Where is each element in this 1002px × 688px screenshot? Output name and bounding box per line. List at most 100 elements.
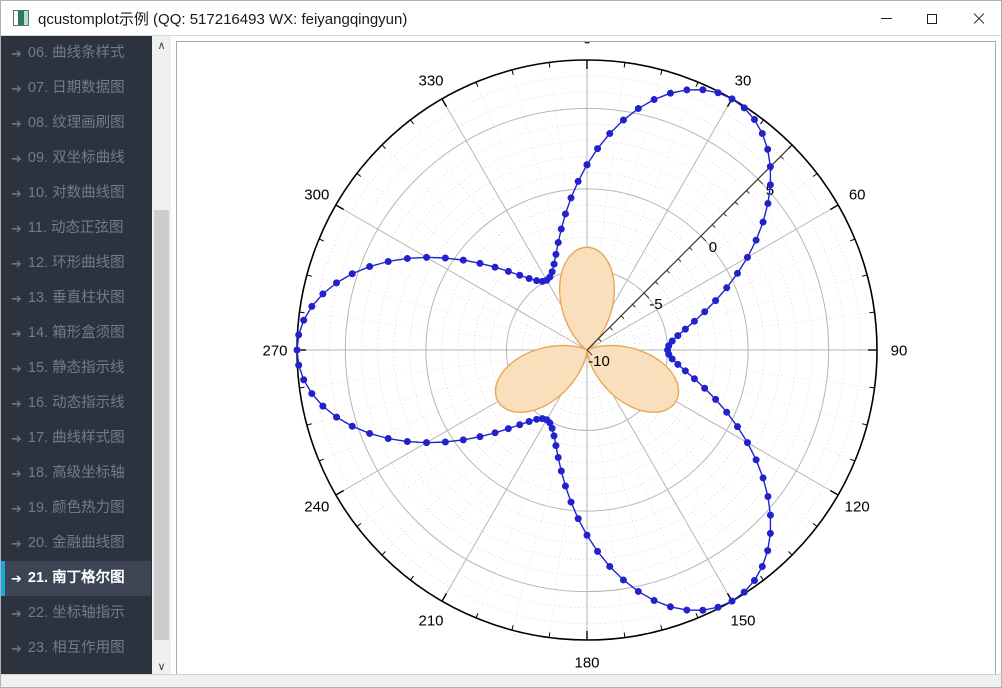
radial-minor-tick [780, 155, 784, 160]
sidebar-item-6[interactable]: ➔ 11. 动态正弦图 [1, 211, 151, 246]
angular-minor-tick [695, 613, 699, 619]
angular-minor-tick [788, 551, 793, 556]
sidebar-item-11[interactable]: ➔ 16. 动态指示线 [1, 386, 151, 421]
radial-minor-tick [666, 269, 670, 274]
sidebar-item-3[interactable]: ➔ 08. 纹理画刷图 [1, 106, 151, 141]
radial-minor-tick [746, 190, 750, 194]
series-rose-marker [728, 597, 736, 605]
arrow-right-icon: ➔ [11, 291, 22, 306]
scroll-down-icon[interactable]: ∨ [152, 657, 171, 676]
sidebar-item-2[interactable]: ➔ 07. 日期数据图 [1, 71, 151, 106]
angular-tick-label: 180 [574, 655, 599, 672]
title-bar: qcustomplot示例 (QQ: 517216493 WX: feiyang… [1, 1, 1001, 36]
maximize-button[interactable] [909, 1, 955, 36]
minimize-button[interactable] [863, 1, 909, 36]
angular-tick-label: 300 [304, 187, 329, 204]
series-rose-marker [319, 402, 327, 410]
series-rose-marker [561, 482, 569, 490]
sidebar-item-18[interactable]: ➔ 23. 相互作用图 [1, 631, 151, 666]
sidebar-item-label: 07. 日期数据图 [27, 80, 125, 97]
series-rose-marker [723, 284, 731, 292]
series-rose-marker [384, 257, 392, 265]
series-rose-marker [740, 588, 748, 596]
series-rose-marker [683, 86, 691, 94]
series-rose-marker [504, 267, 512, 275]
series-rose-marker [758, 563, 766, 570]
series-rose-marker [548, 268, 556, 276]
radial-major-tick [757, 178, 764, 185]
angular-minor-tick [511, 69, 514, 75]
series-rose-marker [403, 254, 411, 262]
series-rose-marker [441, 438, 449, 446]
series-rose-marker [750, 116, 758, 124]
angular-minor-tick [850, 238, 856, 242]
sidebar-item-label: 10. 对数曲线图 [27, 185, 125, 202]
radial-minor-tick [655, 281, 659, 285]
polar-chart-panel[interactable]: -10-5050306090120150180210240270300330 [176, 41, 996, 687]
radial-minor-tick [620, 315, 625, 320]
series-rose-marker [293, 346, 301, 354]
series-rose-marker [308, 302, 316, 310]
arrow-right-icon: ➔ [11, 116, 22, 131]
sidebar-scrollbar[interactable]: ∧ ∨ [151, 36, 171, 676]
sidebar-item-15[interactable]: ➔ 20. 金融曲线图 [1, 526, 151, 561]
sidebar-item-10[interactable]: ➔ 15. 静态指示线 [1, 351, 151, 386]
series-rose-marker [764, 493, 772, 501]
sidebar-item-14[interactable]: ➔ 19. 颜色热力图 [1, 491, 151, 526]
series-rose-marker [561, 210, 569, 218]
arrow-right-icon: ➔ [11, 571, 22, 586]
arrow-right-icon: ➔ [11, 606, 22, 621]
sidebar-item-12[interactable]: ➔ 17. 曲线样式图 [1, 421, 151, 456]
main-content: ➔ 06. 曲线条样式 ➔ 07. 日期数据图 ➔ 08. 纹理画刷图 ➔ 09. 双坐标曲线… [1, 36, 1001, 687]
series-rose-marker [681, 325, 689, 333]
series-rose-marker [690, 317, 698, 325]
angular-minor-tick [306, 423, 312, 426]
angular-major-tick [335, 489, 344, 496]
scrollbar-thumb[interactable] [154, 210, 169, 640]
angular-minor-tick [475, 613, 479, 619]
radial-minor-tick [677, 258, 682, 263]
angular-minor-tick [475, 81, 479, 87]
minimize-icon [880, 18, 892, 19]
sidebar-item-label: 19. 颜色热力图 [27, 500, 125, 517]
angular-minor-tick [318, 458, 324, 462]
sidebar-nav[interactable]: ➔ 06. 曲线条样式 ➔ 07. 日期数据图 ➔ 08. 纹理画刷图 ➔ 09. 双坐标曲线… [1, 36, 151, 676]
radial-tick-label: -10 [588, 353, 610, 370]
angular-major-tick [830, 204, 839, 211]
series-rose-marker [674, 360, 682, 368]
series-rose-marker [525, 417, 533, 425]
radial-major-tick [643, 292, 650, 299]
sidebar-item-13[interactable]: ➔ 18. 高级坐标轴 [1, 456, 151, 491]
sidebar-item-8[interactable]: ➔ 13. 垂直柱状图 [1, 281, 151, 316]
sidebar-item-5[interactable]: ➔ 10. 对数曲线图 [1, 176, 151, 211]
arrow-right-icon: ➔ [11, 256, 22, 271]
sidebar-item-9[interactable]: ➔ 14. 箱形盒须图 [1, 316, 151, 351]
series-rose-marker [766, 529, 774, 537]
series-rose-marker [690, 375, 698, 383]
sidebar-item-label: 17. 曲线样式图 [27, 430, 125, 447]
scroll-up-icon[interactable]: ∧ [152, 36, 171, 55]
angular-minor-gridline [586, 311, 875, 351]
sidebar-item-1[interactable]: ➔ 06. 曲线条样式 [1, 36, 151, 71]
arrow-right-icon: ➔ [11, 151, 22, 166]
sidebar-item-17[interactable]: ➔ 22. 坐标轴指示 [1, 596, 151, 631]
sidebar-item-7[interactable]: ➔ 12. 环形曲线图 [1, 246, 151, 281]
radial-minor-tick [598, 338, 602, 342]
angular-minor-tick [623, 632, 626, 638]
angular-minor-gridline [410, 119, 588, 351]
angular-minor-gridline [306, 274, 588, 351]
series-rose-marker [712, 297, 720, 305]
angular-tick-label: 240 [304, 499, 329, 516]
sidebar-item-16[interactable]: ➔ 21. 南丁格尔图 [1, 561, 151, 596]
angular-minor-gridline [318, 238, 588, 351]
sidebar-item-4[interactable]: ➔ 09. 双坐标曲线 [1, 141, 151, 176]
series-rose-marker [714, 89, 722, 97]
close-button[interactable] [955, 1, 1001, 36]
series-rose-marker [557, 225, 565, 233]
angular-minor-tick [760, 575, 764, 581]
series-rose-marker [459, 256, 467, 264]
sidebar-item-label: 06. 曲线条样式 [27, 45, 125, 62]
angular-minor-tick [548, 632, 551, 638]
series-rose-marker [533, 277, 541, 285]
angular-tick-label: 30 [735, 72, 752, 89]
